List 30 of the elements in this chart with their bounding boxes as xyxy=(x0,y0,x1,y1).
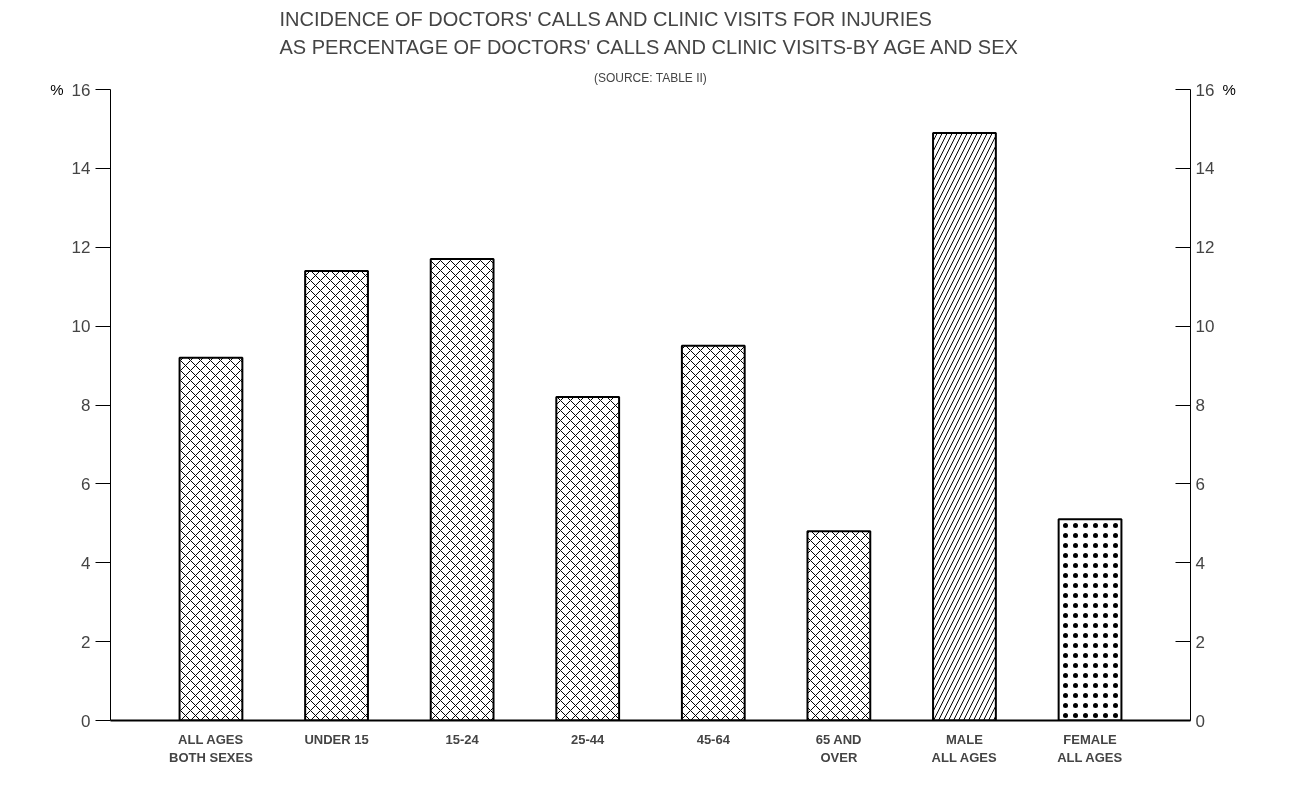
y-tick-label: 8 xyxy=(81,396,91,415)
chart-title: INCIDENCE OF DOCTORS' CALLS AND CLINIC VISITS FOR INJURIES AS PERCENTAGE OF DOCTORS' CALLS AND CLINIC VISITS-BY AGE AND SEX xyxy=(279,7,1018,59)
x-tick-label: 45-64 xyxy=(696,731,731,747)
x-tick-label: ALL AGES BOTH SEXES xyxy=(169,731,254,765)
y2-tick-label: 12 xyxy=(1195,238,1215,258)
y-tick-label: 14 xyxy=(71,159,91,179)
y2-tick-label: 0 xyxy=(1195,711,1205,731)
y-tick-label: 0 xyxy=(81,711,91,731)
x-tick-label: 65 AND OVER xyxy=(815,731,862,765)
x-tick-label: MALE ALL AGES xyxy=(931,731,997,765)
y-tick-label: 10 xyxy=(71,317,91,337)
x-tick-label: 15-24 xyxy=(445,731,480,747)
y2-tick-label: 16 xyxy=(1195,80,1215,100)
y-tick-label: 2 xyxy=(81,632,91,652)
y2-tick-label: 10 xyxy=(1195,317,1215,337)
x-tick-label: UNDER 15 xyxy=(304,731,369,747)
y-tick-label: 12 xyxy=(71,238,91,258)
y-tick-label: 6 xyxy=(81,474,91,494)
y-tick-label: 16 xyxy=(71,80,91,100)
chart-subtitle: (SOURCE: TABLE II) xyxy=(593,70,707,85)
y2-tick-label: 14 xyxy=(1195,159,1215,179)
y-axis-title: % xyxy=(50,81,64,98)
y-tick-label: 4 xyxy=(81,553,91,573)
x-tick-label: FEMALE ALL AGES xyxy=(1057,731,1123,765)
y2-tick-label: 4 xyxy=(1195,553,1205,573)
y2-tick-label: 8 xyxy=(1195,396,1205,415)
y2-axis-title: % xyxy=(1222,81,1236,98)
y2-tick-label: 2 xyxy=(1195,632,1205,652)
x-tick-label: 25-44 xyxy=(571,731,606,747)
y2-tick-label: 6 xyxy=(1195,474,1205,494)
